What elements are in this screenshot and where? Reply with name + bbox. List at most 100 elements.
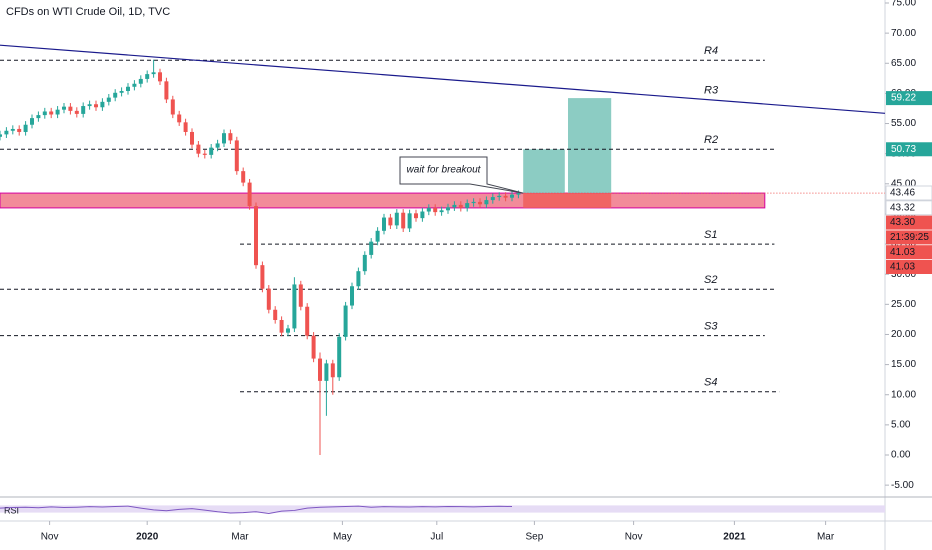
candle-body bbox=[17, 128, 22, 132]
candle-body bbox=[414, 213, 418, 219]
chart-title: CFDs on WTI Crude Oil, 1D, TVC bbox=[6, 6, 170, 18]
candle-body bbox=[446, 207, 450, 211]
candle-body bbox=[292, 284, 297, 329]
candle-body bbox=[177, 114, 182, 123]
x-tick-label: 2020 bbox=[136, 532, 159, 543]
candle-body bbox=[196, 144, 201, 154]
candle-body bbox=[311, 335, 316, 359]
rsi-band bbox=[0, 505, 885, 513]
candle-body bbox=[241, 171, 246, 183]
candle-body bbox=[266, 288, 271, 310]
candle-body bbox=[183, 122, 188, 132]
x-tick-label: Jul bbox=[430, 532, 443, 543]
level-label: S3 bbox=[704, 321, 718, 333]
candle-body bbox=[151, 72, 156, 75]
candle-body bbox=[337, 336, 342, 378]
candle-body bbox=[106, 97, 111, 102]
candle-body bbox=[138, 78, 143, 84]
candle-body bbox=[62, 106, 66, 110]
candle-body bbox=[382, 217, 386, 231]
candle-body bbox=[318, 358, 322, 381]
candle-body bbox=[503, 195, 508, 198]
price-tag bbox=[886, 230, 932, 245]
candle-body bbox=[471, 201, 476, 204]
candle-body bbox=[30, 118, 34, 125]
candle-body bbox=[458, 204, 463, 208]
target-box bbox=[523, 193, 612, 208]
candle-body bbox=[74, 110, 79, 114]
y-tick-label: 30.00 bbox=[891, 269, 916, 280]
candle-body bbox=[350, 286, 354, 306]
candle-body bbox=[510, 194, 514, 198]
level-label: S2 bbox=[704, 274, 717, 286]
candle-body bbox=[490, 197, 495, 201]
candle-body bbox=[375, 230, 380, 242]
candle-body bbox=[87, 104, 92, 107]
trendline-label: R3 bbox=[704, 84, 719, 96]
callout-text: wait for breakout bbox=[407, 165, 482, 176]
price-tag-label: 43.32 bbox=[890, 202, 915, 213]
trendline bbox=[0, 44, 886, 114]
candle-body bbox=[388, 217, 393, 226]
price-tag bbox=[885, 200, 932, 216]
y-tick-label: 5.00 bbox=[891, 420, 911, 431]
candle-body bbox=[516, 193, 521, 195]
candle-body bbox=[394, 212, 399, 226]
candle-body bbox=[49, 111, 54, 115]
x-tick-label: Sep bbox=[526, 532, 544, 543]
rsi-line bbox=[0, 505, 513, 515]
level-label: S1 bbox=[704, 229, 717, 241]
price-tag bbox=[885, 185, 932, 201]
candle-body bbox=[215, 143, 220, 148]
candle-body bbox=[426, 207, 431, 212]
candle-body bbox=[68, 106, 73, 111]
candle-body bbox=[145, 74, 150, 79]
candle-body bbox=[420, 211, 425, 219]
candle-body bbox=[356, 271, 361, 287]
candle-body bbox=[298, 284, 303, 307]
x-tick-label: Nov bbox=[41, 532, 59, 543]
y-tick-label: 20.00 bbox=[891, 329, 916, 340]
candle-body bbox=[94, 104, 98, 108]
candle-body bbox=[497, 195, 502, 198]
level-label: R4 bbox=[704, 45, 718, 57]
candle-body bbox=[286, 328, 290, 333]
y-tick-label: 45.00 bbox=[891, 178, 916, 189]
candle-body bbox=[254, 206, 258, 266]
target-box bbox=[568, 98, 612, 194]
candle-body bbox=[279, 320, 284, 333]
candle-body bbox=[439, 210, 444, 213]
y-tick-label: 0.00 bbox=[891, 450, 911, 461]
y-tick-label: 75.00 bbox=[891, 0, 916, 9]
candle-body bbox=[4, 130, 9, 135]
candle-body bbox=[132, 83, 137, 87]
candle-body bbox=[343, 305, 348, 337]
candle-body bbox=[433, 207, 438, 213]
y-tick-label: 25.00 bbox=[891, 299, 916, 310]
candle-body bbox=[247, 182, 252, 207]
price-tag bbox=[886, 215, 932, 230]
candle-body bbox=[170, 99, 175, 115]
x-tick-label: Nov bbox=[625, 532, 643, 543]
candle-body bbox=[190, 131, 194, 145]
price-tag-label: 43.46 bbox=[890, 188, 915, 199]
price-tag bbox=[886, 91, 932, 106]
level-label: R2 bbox=[704, 134, 718, 146]
candle-body bbox=[362, 254, 367, 272]
candle-body bbox=[222, 133, 226, 144]
price-tag-label: 41.03 bbox=[890, 247, 915, 258]
candle-body bbox=[119, 90, 124, 93]
candle-body bbox=[305, 306, 310, 336]
candle-body bbox=[81, 106, 86, 114]
price-tag bbox=[886, 142, 932, 157]
candle-body bbox=[202, 153, 207, 155]
support-zone bbox=[0, 192, 766, 209]
x-tick-label: May bbox=[333, 532, 352, 543]
price-tag-label: 21:39:25 bbox=[890, 232, 929, 243]
rsi-label: RSI bbox=[4, 505, 19, 515]
candle-body bbox=[158, 72, 162, 82]
candle-body bbox=[401, 212, 406, 229]
